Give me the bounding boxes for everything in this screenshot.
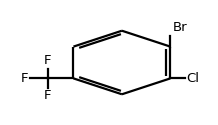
Text: F: F: [44, 54, 51, 67]
Text: Br: Br: [172, 21, 187, 34]
Text: F: F: [44, 89, 51, 102]
Text: Cl: Cl: [187, 72, 199, 85]
Text: F: F: [21, 72, 28, 85]
